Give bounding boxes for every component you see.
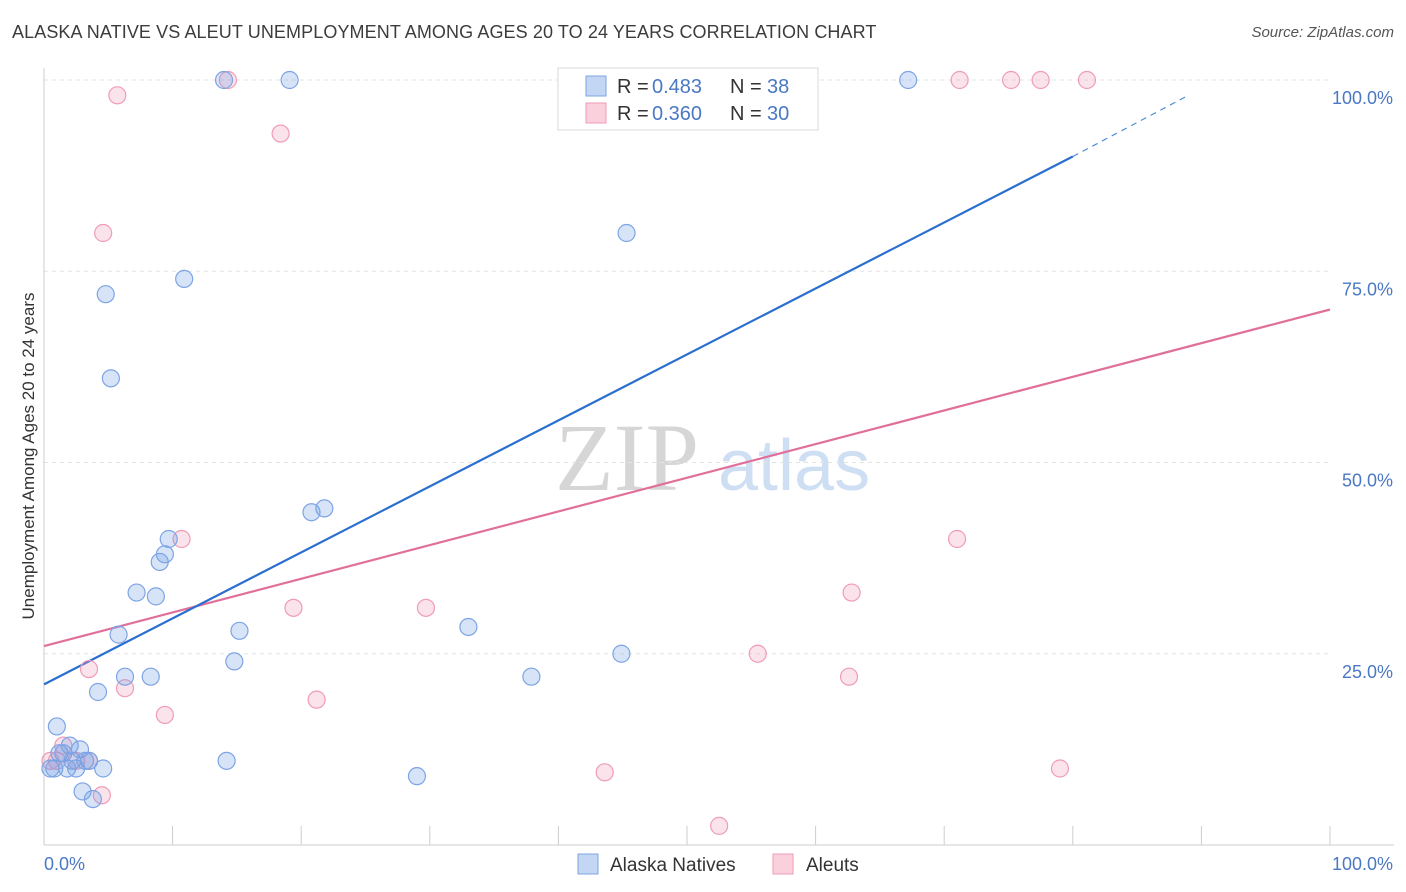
- y-tick-label-25: 25.0%: [1342, 662, 1393, 682]
- point-alaska-natives-13: [83, 789, 102, 809]
- series-legend-label-alaska: Alaska Natives: [610, 855, 736, 876]
- legend-swatch-alaska: [585, 75, 607, 97]
- point-alaska-natives-36: [522, 667, 541, 686]
- y-tick-label-75: 75.0%: [1342, 279, 1393, 299]
- watermark: ZIP atlas: [555, 404, 870, 511]
- point-alaska-natives-14: [88, 682, 108, 702]
- legend-n-value-aleut: 30: [767, 103, 789, 125]
- point-alaska-natives-10: [76, 751, 95, 770]
- point-aleuts-16: [416, 598, 436, 617]
- point-aleuts-27: [1077, 70, 1097, 90]
- chart-title: ALASKA NATIVE VS ALEUT UNEMPLOYMENT AMON…: [12, 22, 877, 42]
- series-legend-swatch-aleut: [772, 853, 794, 875]
- point-alaska-natives-18: [109, 625, 128, 644]
- y-tick-label-50: 50.0%: [1342, 471, 1393, 491]
- point-aleuts-22: [947, 529, 967, 549]
- point-aleuts-19: [748, 644, 767, 663]
- point-alaska-natives-27: [217, 751, 236, 770]
- point-alaska-natives-19: [115, 667, 135, 686]
- series-legend: Alaska Natives Aleuts: [577, 853, 859, 876]
- point-alaska-natives-38: [617, 223, 636, 243]
- point-aleuts-14: [284, 598, 303, 617]
- point-aleuts-15: [307, 690, 326, 709]
- point-alaska-natives-17: [101, 369, 120, 388]
- legend-r-value-aleut: 0.360: [652, 103, 702, 125]
- point-alaska-natives-28: [225, 652, 244, 671]
- legend-n-label-aleut: N =: [730, 103, 762, 125]
- point-aleuts-23: [950, 70, 969, 90]
- point-aleuts-24: [1001, 70, 1021, 90]
- point-alaska-natives-24: [155, 545, 174, 564]
- point-alaska-natives-33: [315, 499, 334, 518]
- legend-n-label-alaska: N =: [730, 76, 762, 98]
- axes: [43, 68, 1394, 846]
- point-alaska-natives-12: [73, 782, 92, 801]
- series-legend-label-aleut: Aleuts: [806, 855, 859, 876]
- point-alaska-natives-15: [94, 759, 113, 778]
- point-aleuts-5: [79, 659, 99, 679]
- trend-line-alaska-natives-extension: [1072, 94, 1189, 158]
- grid-lines: [44, 79, 1330, 655]
- point-aleuts-7: [94, 223, 113, 243]
- point-aleuts-12: [218, 70, 237, 90]
- legend-swatch-aleut: [585, 102, 607, 124]
- stats-legend: R = 0.483 N = 38 R = 0.360 N = 30: [557, 67, 819, 131]
- point-alaska-natives-6: [60, 736, 79, 755]
- point-alaska-natives-31: [280, 70, 299, 90]
- point-alaska-natives-39: [899, 70, 918, 90]
- point-alaska-natives-26: [175, 269, 194, 288]
- tick-labels: 25.0% 50.0% 75.0% 100.0% 0.0% 100.0%: [44, 88, 1393, 874]
- point-alaska-natives-11: [79, 751, 99, 770]
- point-aleuts-26: [1050, 759, 1070, 778]
- point-alaska-natives-25: [159, 529, 178, 549]
- point-alaska-natives-16: [96, 285, 115, 304]
- point-alaska-natives-29: [230, 621, 249, 640]
- point-alaska-natives-35: [459, 617, 478, 637]
- point-alaska-natives-30: [214, 70, 234, 90]
- point-alaska-natives-22: [146, 587, 165, 606]
- trend-line-aleuts: [43, 308, 1331, 648]
- point-alaska-natives-34: [407, 767, 427, 786]
- point-aleuts-25: [1031, 70, 1050, 90]
- watermark-atlas: atlas: [718, 426, 870, 506]
- point-aleuts-13: [271, 124, 290, 143]
- point-aleuts-17: [595, 763, 614, 782]
- y-axis-title: Unemployment Among Ages 20 to 24 years: [19, 293, 38, 620]
- x-tick-label-0: 0.0%: [44, 854, 85, 874]
- legend-n-value-alaska: 38: [767, 76, 789, 98]
- point-aleuts-11: [172, 529, 191, 549]
- x-tick-label-100: 100.0%: [1332, 854, 1393, 874]
- trend-line-alaska-natives: [43, 155, 1074, 686]
- point-alaska-natives-37: [612, 644, 631, 663]
- point-alaska-natives-2: [47, 717, 66, 736]
- point-aleuts-10: [155, 705, 174, 725]
- source-credit: Source: ZipAtlas.com: [1251, 24, 1394, 41]
- data-points: [41, 70, 1097, 835]
- legend-r-value-alaska: 0.483: [652, 76, 702, 98]
- trend-lines: [43, 94, 1331, 686]
- point-alaska-natives-20: [127, 583, 146, 602]
- point-aleuts-6: [92, 786, 111, 805]
- point-aleuts-8: [108, 86, 127, 105]
- legend-r-label-aleut: R =: [617, 103, 649, 125]
- point-alaska-natives-21: [141, 667, 160, 686]
- point-aleuts-21: [842, 583, 861, 602]
- watermark-zip: ZIP: [555, 404, 699, 511]
- point-aleuts-20: [839, 667, 859, 686]
- legend-r-label-alaska: R =: [617, 76, 649, 98]
- series-legend-swatch-alaska: [577, 853, 599, 875]
- y-tick-label-100: 100.0%: [1332, 88, 1393, 108]
- point-aleuts-18: [710, 816, 729, 835]
